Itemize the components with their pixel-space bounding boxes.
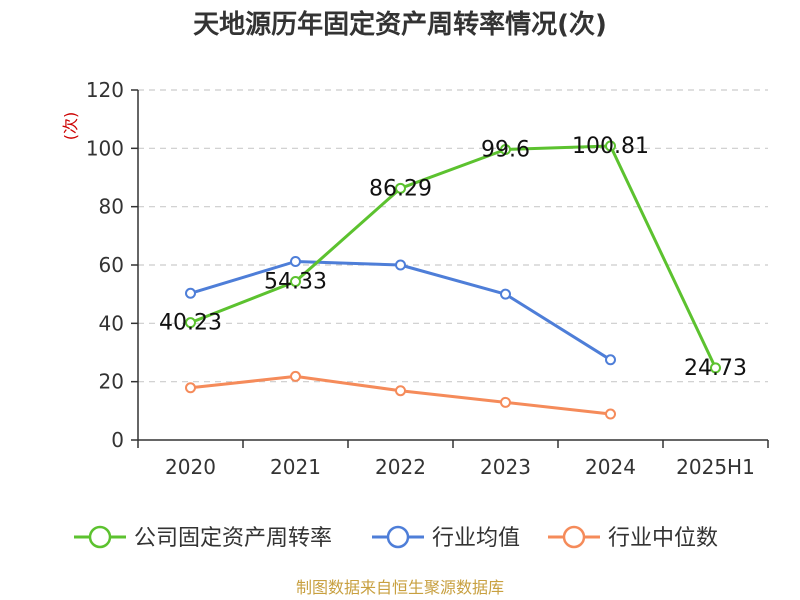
data-point [185, 317, 196, 329]
grid-lines [138, 89, 768, 383]
x-tick-label: 2020 [165, 455, 216, 479]
y-tick-label: 40 [99, 311, 124, 335]
data-label: 24.73 [684, 356, 747, 381]
legend-label: 行业均值 [432, 526, 520, 551]
y-tick-label: 0 [111, 428, 124, 452]
axes: 0 20 40 60 80 100 120 2020 2021 2022 2023 2024 2025H… [86, 78, 769, 479]
x-tick-label: 2021 [270, 455, 321, 479]
y-tick-label: 120 [86, 78, 124, 102]
y-tick-label: 20 [99, 370, 124, 394]
legend-label: 行业中位数 [608, 526, 718, 551]
legend-swatch-marker [562, 525, 586, 549]
data-point [395, 182, 406, 194]
data-point [605, 408, 616, 420]
data-labels: 40.23 54.33 86.29 99.6 100.81 24.73 [159, 134, 747, 381]
data-label: 40.23 [159, 311, 222, 336]
data-point [185, 382, 196, 394]
x-tick-label: 2022 [375, 455, 426, 479]
data-point [605, 354, 616, 366]
series-line [189, 144, 717, 369]
x-tick-label: 2024 [585, 455, 636, 479]
series-group [185, 140, 721, 420]
y-axis-label: (次) [61, 112, 80, 141]
data-point [710, 362, 721, 374]
data-point [395, 385, 406, 397]
x-tick-label: 2023 [480, 455, 531, 479]
legend-item: 公司固定资产周转率 [74, 525, 332, 551]
y-tick-label: 100 [86, 136, 124, 160]
data-label: 54.33 [264, 270, 327, 295]
data-point [185, 287, 196, 299]
data-point [290, 256, 301, 267]
legend-swatch-marker [386, 525, 410, 549]
chart-title: 天地源历年固定资产周转率情况(次) [193, 9, 607, 40]
legend-item: 行业均值 [372, 525, 520, 551]
series-line [190, 260, 612, 362]
data-point [500, 288, 511, 300]
data-point [500, 396, 511, 408]
source-note: 制图数据来自恒生聚源数据库 [296, 578, 504, 597]
data-point [605, 140, 616, 152]
x-tick-label: 2025H1 [676, 455, 755, 479]
y-tick-label: 60 [99, 253, 124, 277]
data-point [500, 144, 511, 155]
y-tick-label: 80 [99, 195, 124, 219]
data-point [290, 370, 301, 382]
data-point [395, 259, 406, 271]
data-label: 86.29 [369, 176, 432, 201]
legend-label: 公司固定资产周转率 [134, 526, 332, 551]
legend-swatch-marker [88, 525, 112, 549]
legend-item: 行业中位数 [548, 525, 718, 551]
data-point [290, 276, 301, 288]
data-label: 100.81 [572, 134, 649, 159]
data-label: 99.6 [481, 138, 530, 163]
legend: 公司固定资产周转率 行业均值 行业中位数 [74, 525, 718, 551]
